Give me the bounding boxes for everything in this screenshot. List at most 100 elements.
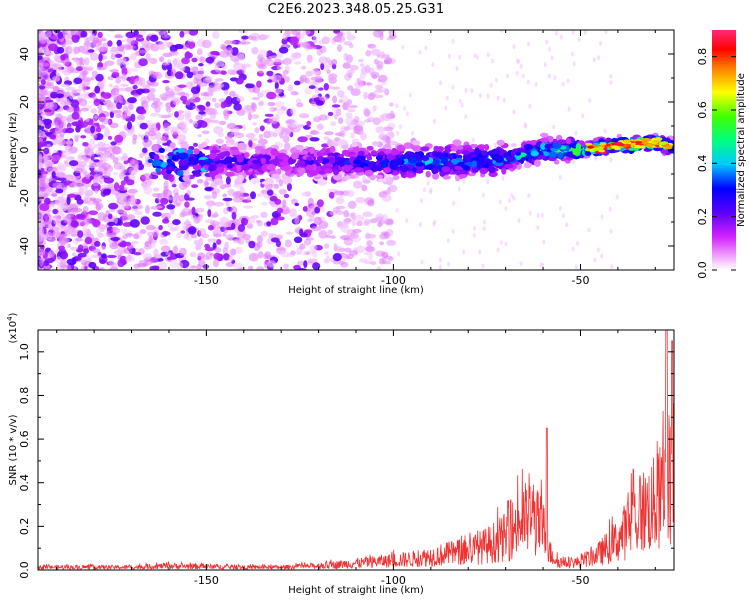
heatmap-cell [458,54,462,60]
heatmap-cell [116,102,123,110]
heatmap-cell [488,165,496,174]
heatmap-cell [118,184,125,190]
heatmap-cell [341,253,348,262]
heatmap-cell [347,108,356,113]
heatmap-cell [233,238,238,244]
heatmap-cell [385,136,391,145]
heatmap-cell [282,199,287,208]
heatmap-cell [349,64,359,71]
heatmap-cell [39,179,46,186]
heatmap-cell [96,66,105,71]
heatmap-cell [138,133,142,138]
heatmap-cell [270,237,280,243]
heatmap-cell [486,179,490,185]
heatmap-cell [125,255,135,263]
heatmap-cell [346,31,351,35]
heatmap-cell [65,150,72,156]
heatmap-cell [83,194,91,202]
heatmap-cell [204,243,211,249]
heatmap-cell [210,50,220,56]
heatmap-cell [82,69,88,78]
heatmap-cell [166,204,176,210]
heatmap-cell [172,248,179,254]
heatmap-cell [230,248,237,256]
heatmap-cell [351,218,357,226]
heatmap-cell [376,60,384,70]
heatmap-cell [318,56,328,65]
heatmap-cell [52,229,60,238]
heatmap-cell [272,78,279,83]
heatmap-cell [165,85,170,92]
heatmap-cell [359,72,366,80]
heatmap-cell [160,114,171,119]
heatmap-cell [319,96,329,102]
heatmap-cell [112,146,121,155]
heatmap-cell [124,43,131,51]
heatmap-cell [314,206,321,214]
heatmap-cell [201,130,210,135]
heatmap-cell [50,201,56,208]
heatmap-cell [355,126,364,135]
heatmap-cell [260,148,267,155]
heatmap-cell [184,112,192,122]
heatmap-cell [225,226,235,231]
heatmap-cell [356,78,362,82]
heatmap-cell [101,253,107,259]
heatmap-cell [137,114,145,121]
heatmap-cell [172,219,181,226]
heatmap-cell [54,125,61,134]
heatmap-cell [218,132,225,137]
heatmap-cell [335,196,345,205]
heatmap-cell [219,159,226,164]
heatmap-cell [235,246,243,254]
heatmap-cell [115,53,123,59]
heatmap-cell [376,266,382,270]
heatmap-cell [62,232,68,237]
heatmap-cell [266,189,274,196]
heatmap-cell [290,121,299,128]
heatmap-cell [118,87,128,92]
heatmap-cell [247,223,254,229]
heatmap-cell [165,102,172,109]
heatmap-cell [190,265,197,269]
heatmap-cell [149,81,159,87]
heatmap-cell [610,264,614,270]
heatmap-cell [295,98,302,105]
heatmap-cell [235,77,244,85]
heatmap-cell [307,258,318,264]
heatmap-cell [196,48,203,56]
heatmap-cell [63,216,72,224]
heatmap-cell [45,231,53,241]
heatmap-cell [496,139,505,146]
heatmap-cell [121,155,129,161]
heatmap-cell [460,102,464,108]
heatmap-cell [524,122,527,128]
heatmap-cell [536,212,540,218]
heatmap-cell [142,147,148,154]
heatmap-cell [337,44,343,52]
heatmap-cell [121,210,128,219]
heatmap-cell [145,224,156,231]
heatmap-cell [93,237,100,242]
heatmap-cell [45,177,52,183]
heatmap-cell [562,213,565,219]
heatmap-cell [471,137,475,143]
heatmap-cell [541,262,545,268]
heatmap-cell [190,86,201,94]
heatmap-cell [78,183,89,191]
heatmap-cell [191,57,198,63]
heatmap-cell [181,57,190,65]
heatmap-cell [160,213,166,219]
heatmap-cell [162,189,172,198]
heatmap-cell [226,164,233,169]
heatmap-cell [121,39,129,43]
heatmap-cell [163,30,168,37]
heatmap-cell [57,177,68,181]
heatmap-cell [138,152,144,159]
heatmap-cell [310,68,320,75]
heatmap-cell [66,243,71,248]
heatmap-cell [113,35,124,39]
heatmap-cell [121,67,128,76]
heatmap-cell [125,31,136,39]
heatmap-cell [123,247,133,255]
